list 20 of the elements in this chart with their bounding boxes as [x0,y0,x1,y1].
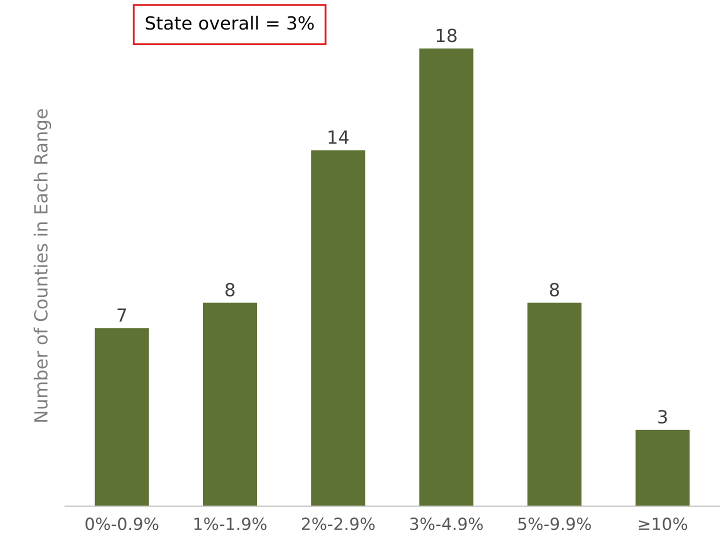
bar [94,328,149,506]
x-tick-label: 2%-2.9% [302,518,375,530]
bar [419,48,474,506]
data-label: 7 [118,308,126,322]
bar [202,302,258,506]
text: State overall = 3% [146,16,314,30]
bar [311,150,366,506]
data-label: 3 [658,410,667,424]
x-tick-label: 5%-9.9% [518,518,591,530]
bar [636,430,690,506]
x-tick-label: ≥10% [638,518,688,530]
data-label: 14 [328,130,349,144]
bar [527,302,582,506]
data-label: 8 [550,282,559,296]
y-axis-title: Number of Counties in Each Range [34,109,52,422]
x-tick-label: 3%-4.9% [410,518,483,530]
x-tick-label: 1%-1.9% [194,518,266,530]
data-label: 18 [436,28,457,42]
data-label: 8 [225,282,235,296]
x-tick-label: 0%-0.9% [86,518,158,530]
